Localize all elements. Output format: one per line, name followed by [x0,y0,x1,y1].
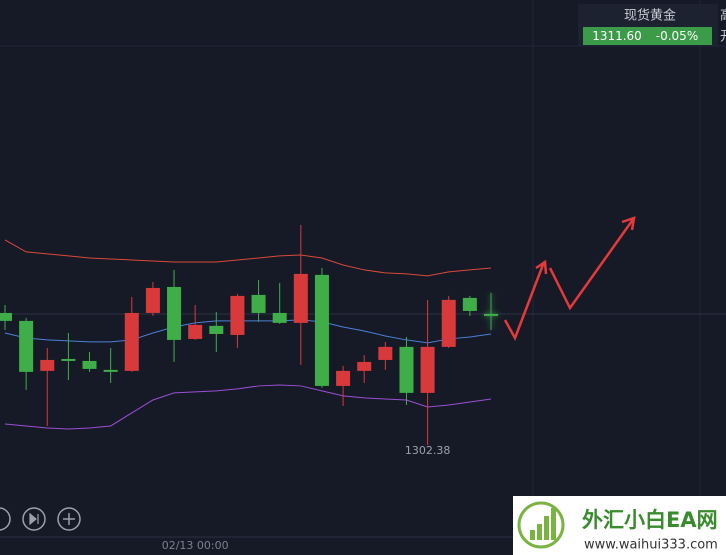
quote-badge [583,27,712,45]
logo-bar [530,530,535,540]
candle-body [145,287,160,313]
candle-body [483,313,498,316]
logo-bar [551,508,556,540]
quote-box: 现货黄金 1311.60 -0.05% 高 开 [578,4,726,46]
candle [0,305,12,330]
candle [167,269,182,362]
candle [399,336,414,405]
candle-body [336,370,351,386]
quote-name: 现货黄金 [624,8,676,24]
candle-body [230,295,245,335]
candle-body [167,286,182,340]
candle [61,332,76,380]
candle-body [103,369,118,372]
playback-controls [0,507,81,531]
prev-button[interactable] [0,507,11,531]
candle [314,267,329,388]
candle [209,311,224,353]
candle [188,305,203,340]
candle [272,282,287,324]
candle [336,365,351,406]
candle [378,341,393,370]
band-line [4,319,492,344]
candle [82,352,97,372]
watermark-url: www.waihui333.com [584,538,718,553]
arrow [503,261,546,341]
drawn-arrows [503,216,636,341]
watermark: 外汇小白EA网 www.waihui333.com [513,496,726,555]
watermark-title: 外汇小白EA网 [582,508,718,532]
logo-bars [530,508,556,540]
candle [145,281,160,316]
candle-body [209,325,224,334]
plot: 02/13 00:00 1302.38 [0,224,726,552]
candle [124,296,139,372]
arrow [548,217,636,311]
zoom-in-button[interactable] [57,507,81,531]
candle-body [420,346,435,393]
candle [251,280,266,322]
candle-body [82,360,97,369]
next-icon [29,512,39,526]
low-label: 1302.38 [405,444,451,457]
candle-body [251,294,266,313]
candle [483,292,498,330]
candle-body [61,358,76,361]
candle-body [272,312,287,323]
logo-bar [544,516,549,540]
candle [357,354,372,383]
candle-body [462,297,477,311]
band-line [4,384,492,430]
candle [40,347,55,426]
candle-body [19,320,34,372]
quote-field: 高 [720,8,726,24]
quote-change: -0.05% [656,29,698,43]
candle [441,295,456,348]
candle-body [314,274,329,386]
candle-body [441,299,456,347]
quote-field: 开 [720,30,726,45]
candle [230,293,245,348]
band-line [4,239,492,277]
candle [293,224,308,365]
candle [19,317,34,390]
candle [420,299,435,445]
candle-body [399,346,414,393]
logo-ring [517,501,565,549]
candle [462,295,477,316]
candle-body [357,361,372,371]
arrow-head [535,259,548,275]
candle-body [40,359,55,371]
quote-price: 1311.60 [592,29,642,43]
candle [103,347,118,383]
x-tick-label: 02/13 00:00 [162,539,229,552]
candle-body [378,346,393,360]
candle-body [188,324,203,339]
next-button[interactable] [22,507,46,531]
candle-body [0,312,12,321]
logo-bar [537,524,542,540]
candle-body [293,273,308,323]
arrow-head [621,216,636,231]
plus-icon [63,513,75,525]
candle-body [124,312,139,371]
